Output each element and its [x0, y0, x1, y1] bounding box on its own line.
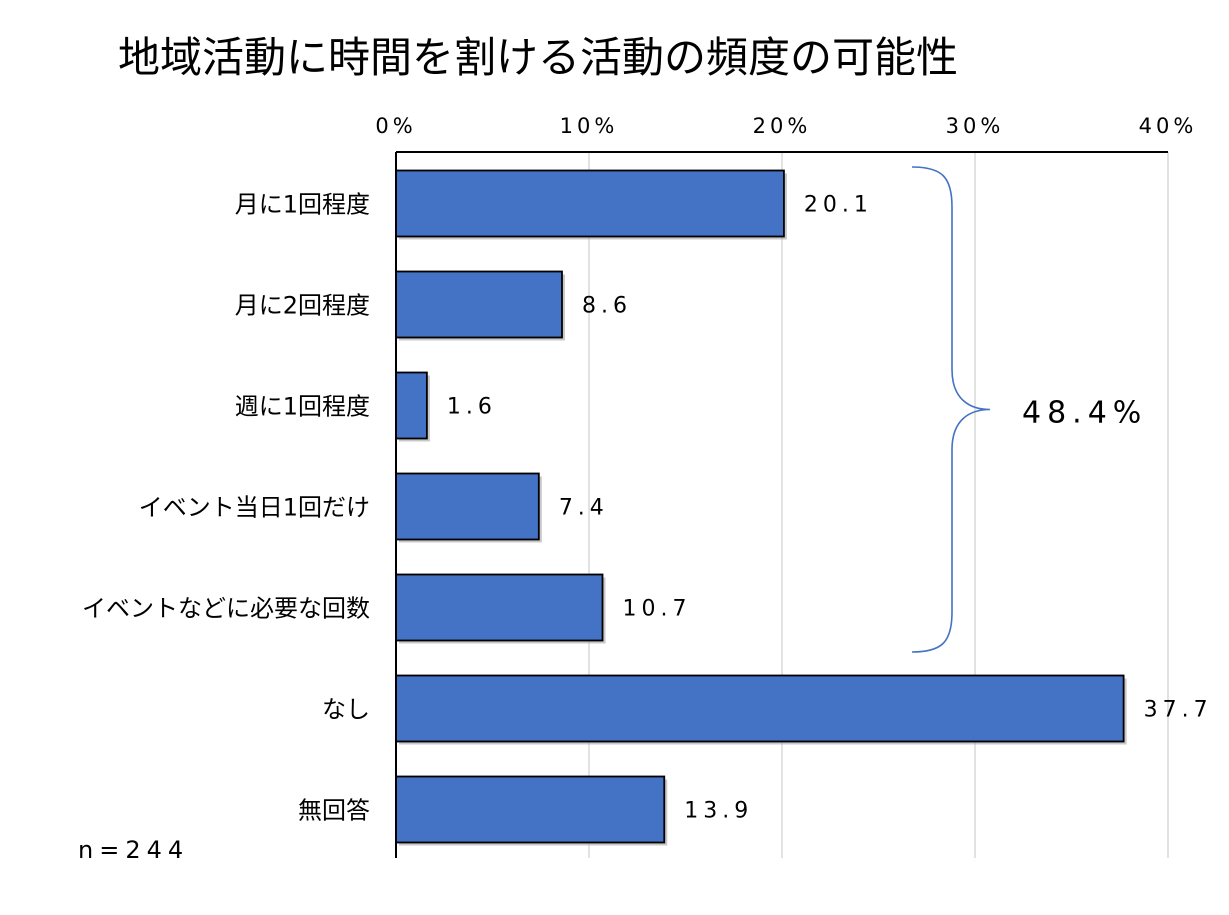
- data-label: 13.9: [684, 799, 753, 824]
- x-tick-label: 10%: [560, 114, 619, 138]
- data-label: 1.6: [447, 395, 497, 420]
- data-label: 8.6: [582, 294, 632, 319]
- bar: [395, 169, 785, 238]
- bar: [395, 472, 540, 541]
- data-labels: 20.1 8.6 1.6 7.4 10.7 37.7 13.9: [447, 193, 1213, 824]
- bar: [395, 573, 604, 642]
- bar: [395, 674, 1125, 743]
- chart-title: 地域活動に時間を割ける活動の頻度の可能性: [118, 33, 958, 82]
- bracket-total-label: 48.4%: [1022, 396, 1147, 431]
- data-label: 37.7: [1144, 698, 1213, 723]
- category-label: イベント当日1回だけ: [139, 494, 370, 522]
- grid-lines: [588, 152, 1169, 858]
- bar: [395, 270, 563, 339]
- category-label: 無回答: [298, 797, 370, 825]
- sample-size-note: n=244: [78, 836, 189, 864]
- category-labels: 月に1回程度月に2回程度週に1回程度イベント当日1回だけイベントなどに必要な回数…: [82, 191, 370, 825]
- bars: [395, 169, 1127, 846]
- x-axis-ticks: 0% 10% 20% 30% 40%: [375, 114, 1198, 138]
- data-label: 7.4: [559, 496, 609, 521]
- category-label: なし: [322, 696, 370, 724]
- bar: [395, 775, 666, 844]
- x-tick-label: 40%: [1139, 114, 1198, 138]
- category-label: 月に2回程度: [235, 292, 370, 320]
- category-label: 週に1回程度: [235, 393, 370, 421]
- category-label: イベントなどに必要な回数: [82, 595, 370, 623]
- data-label: 20.1: [804, 193, 873, 218]
- curly-brace: [911, 166, 991, 653]
- category-label: 月に1回程度: [235, 191, 370, 219]
- x-tick-label: 20%: [753, 114, 812, 138]
- bracket-group: 48.4%: [911, 166, 1147, 653]
- x-tick-label: 0%: [375, 114, 416, 138]
- data-label: 10.7: [623, 597, 692, 622]
- axes: [395, 151, 1168, 858]
- x-tick-label: 30%: [946, 114, 1005, 138]
- bar: [395, 371, 428, 440]
